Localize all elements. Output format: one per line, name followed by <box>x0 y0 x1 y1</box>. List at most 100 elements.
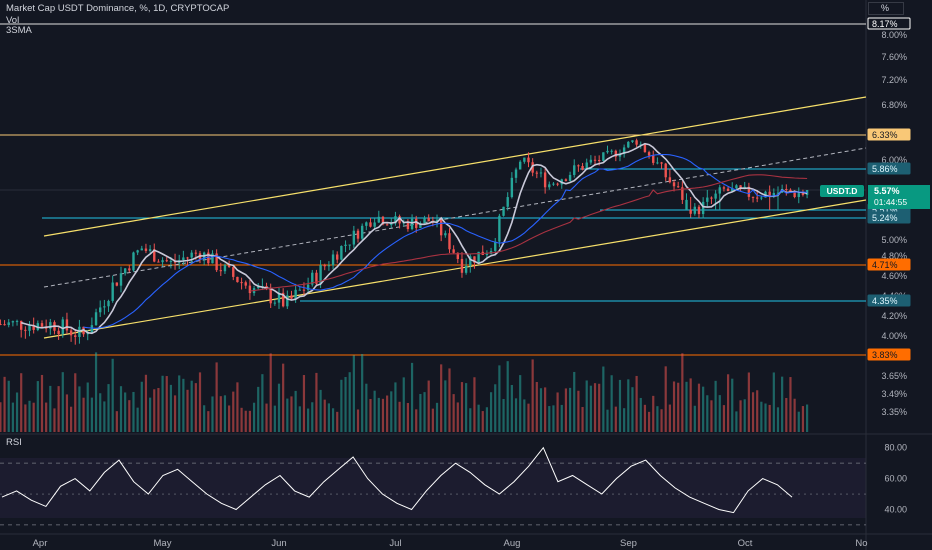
volume-bar <box>402 377 405 432</box>
volume-bar <box>107 384 110 432</box>
volume-bar <box>203 405 206 432</box>
volume-bar <box>618 379 622 432</box>
candles <box>0 138 809 432</box>
volume-bar <box>273 405 276 432</box>
y-tick-label: 3.49% <box>881 389 907 399</box>
volume-bar <box>103 401 106 432</box>
volume-bar <box>635 375 638 432</box>
candle-body <box>510 177 514 198</box>
candle-body <box>257 286 260 289</box>
volume-bar <box>776 407 780 432</box>
volume-bar <box>544 387 547 432</box>
candle-body <box>286 295 289 307</box>
countdown-label: 01:44:55 <box>874 197 907 207</box>
volume-bar <box>45 402 48 432</box>
volume-bar <box>228 405 231 432</box>
sma-indicator-label[interactable]: 3SMA <box>6 25 32 36</box>
volume-bar <box>173 395 177 432</box>
volume-bar <box>61 372 64 432</box>
candle-body <box>564 179 568 181</box>
candle-body <box>153 249 156 262</box>
rsi-y-tick: 80.00 <box>884 443 907 453</box>
volume-bar <box>781 376 784 432</box>
volume-bar <box>548 406 551 432</box>
volume-bar <box>639 397 642 432</box>
volume-bar <box>714 380 717 432</box>
candle-body <box>635 140 638 145</box>
volume-bar <box>477 404 480 432</box>
candle-body <box>498 215 501 242</box>
candle-body <box>385 224 389 226</box>
volume-bar <box>94 352 98 432</box>
candle-body <box>668 177 672 183</box>
volume-indicator-label[interactable]: Vol <box>6 15 20 26</box>
candle-body <box>340 245 343 260</box>
level-tag-8-17-box <box>867 17 911 30</box>
candle-body <box>140 248 143 251</box>
candle-body <box>356 230 360 239</box>
candle-body <box>248 285 252 294</box>
level-tag-5-51: 5.51% <box>872 205 898 215</box>
unit-selector[interactable]: % <box>868 2 904 15</box>
candle-body <box>240 282 243 284</box>
volume-bar <box>772 372 775 432</box>
candle-body <box>772 193 776 197</box>
volume-bar <box>53 408 56 432</box>
candle-body <box>652 155 655 163</box>
candle-body <box>589 159 593 163</box>
candle-body <box>581 166 584 170</box>
candle-body <box>406 222 410 230</box>
volume-bar <box>739 400 742 432</box>
volume-bar <box>373 390 376 432</box>
candle-body <box>539 172 543 174</box>
candle-body <box>227 265 231 268</box>
candle-body <box>281 292 285 307</box>
volume-bar <box>677 382 680 432</box>
volume-bar <box>394 382 397 432</box>
volume-bar <box>664 366 667 432</box>
candle-body <box>760 197 763 199</box>
symbol-badge-box <box>820 185 864 197</box>
candle-body <box>523 157 526 162</box>
candle-body <box>419 223 422 228</box>
level-tag-4-35-box <box>867 294 911 307</box>
y-tick-label: 3.65% <box>881 371 907 381</box>
candle-body <box>785 188 788 190</box>
candle-body <box>194 252 198 254</box>
candle-body <box>452 249 455 253</box>
y-tick-label: 4.00% <box>881 331 907 341</box>
candle-body <box>390 223 393 226</box>
volume-bar <box>419 393 422 432</box>
volume-bar <box>248 410 251 432</box>
candle-body <box>701 201 705 215</box>
candle-body <box>676 186 680 188</box>
candle-body <box>597 160 601 162</box>
x-tick-label: Jul <box>389 538 401 549</box>
candle-body <box>336 254 339 260</box>
channel-upper-line <box>43 96 867 237</box>
candle-body <box>585 162 588 170</box>
candle-body <box>693 206 697 214</box>
candle-body <box>161 260 164 263</box>
candle-body <box>518 161 522 170</box>
candle-body <box>664 163 667 178</box>
volume-bar <box>585 380 588 432</box>
volume-bar <box>377 397 380 432</box>
volume-bar <box>20 373 23 432</box>
volume-bar <box>198 372 202 432</box>
candle-body <box>435 219 439 222</box>
volume-bar <box>498 365 501 432</box>
volume-bar <box>460 382 464 432</box>
chart-title: Market Cap USDT Dominance, %, 1D, CRYPTO… <box>6 3 230 14</box>
volume-bar <box>423 392 426 432</box>
y-tick-label: 8.00% <box>881 30 907 40</box>
candle-body <box>627 141 630 148</box>
volume-bar <box>311 402 314 432</box>
candle-body <box>119 273 123 286</box>
volume-bar <box>452 394 455 432</box>
volume-bar <box>710 400 713 432</box>
volume-bar <box>747 372 750 432</box>
volume-bar <box>140 381 143 432</box>
candle-body <box>207 252 210 264</box>
